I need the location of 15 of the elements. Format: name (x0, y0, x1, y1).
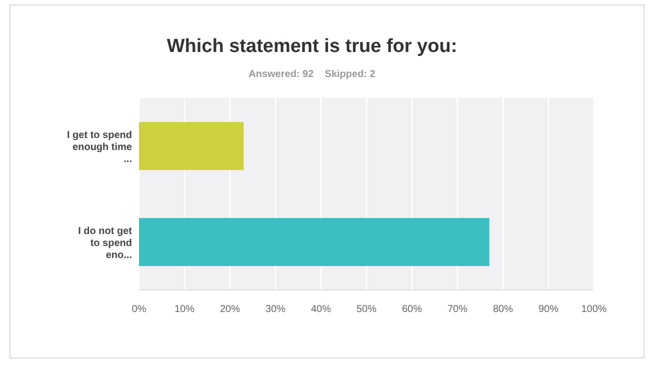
chart-subtitle: Answered: 92 Skipped: 2 (248, 69, 376, 80)
x-tick-label: 60% (402, 304, 422, 315)
x-tick-label: 0% (132, 304, 146, 315)
x-tick-label: 30% (265, 304, 286, 315)
y-tick-label: I do not get to spend eno... (78, 226, 133, 261)
x-tick-label: 50% (356, 304, 377, 315)
x-tick-label: 10% (174, 304, 195, 315)
x-tick-label: 20% (220, 304, 240, 315)
x-tick-label: 80% (492, 304, 514, 315)
x-tick-label: 70% (447, 304, 468, 315)
x-tick-label: 90% (538, 304, 559, 315)
x-tick-label: 100% (581, 304, 607, 315)
x-tick-label: 40% (310, 304, 332, 315)
chart-title: Which statement is true for you: (166, 36, 458, 57)
y-tick-label: I get to spend enough time ... (67, 130, 132, 165)
